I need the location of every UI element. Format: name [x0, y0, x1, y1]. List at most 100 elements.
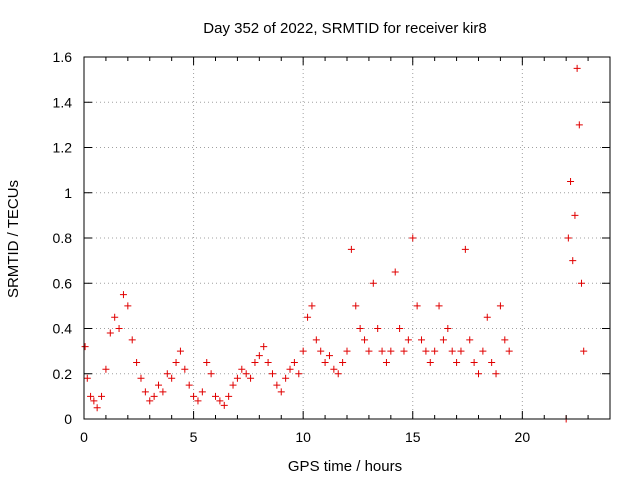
data-point: [400, 347, 408, 355]
data-point: [207, 370, 215, 378]
data-point: [312, 336, 320, 344]
data-point: [418, 336, 426, 344]
data-point: [356, 325, 364, 332]
data-point: [295, 370, 303, 378]
x-tick-label: 10: [295, 429, 311, 445]
data-point: [286, 365, 294, 373]
data-point: [431, 347, 439, 355]
data-point: [578, 279, 586, 287]
data-point: [181, 365, 189, 373]
data-point: [330, 365, 338, 373]
data-point: [457, 347, 465, 355]
data-point: [571, 211, 579, 219]
data-point: [238, 365, 246, 373]
data-point: [155, 381, 163, 389]
data-point: [382, 358, 390, 366]
data-point: [194, 397, 202, 405]
data-point: [290, 358, 298, 366]
y-tick-label: 0.6: [53, 275, 73, 291]
axis-ticks: 0 0.2 0.4 0.6 0.8 1 1.2 1.4 1.6 0 5 10 15 20: [53, 49, 610, 445]
data-point: [251, 358, 259, 366]
data-point: [404, 336, 412, 344]
data-point: [124, 302, 132, 310]
data-point: [448, 347, 456, 355]
data-point: [422, 347, 430, 355]
y-axis-label: SRMTID / TECUs: [5, 180, 22, 298]
data-point: [334, 370, 342, 378]
data-point: [255, 352, 263, 360]
data-point: [119, 291, 127, 299]
data-point: [343, 347, 351, 355]
data-point: [339, 358, 347, 366]
data-point: [317, 347, 325, 355]
data-point: [321, 358, 329, 366]
data-point: [150, 392, 158, 400]
data-point: [247, 374, 255, 382]
x-tick-label: 15: [405, 429, 421, 445]
data-point: [488, 358, 496, 366]
data-point: [580, 347, 588, 355]
y-tick-label: 0.2: [53, 366, 73, 382]
data-point: [575, 121, 583, 129]
data-point: [233, 374, 241, 382]
data-point: [81, 343, 89, 351]
data-point: [168, 374, 176, 382]
data-point: [564, 234, 572, 242]
data-point: [374, 325, 382, 332]
data-point: [176, 347, 184, 355]
data-point: [396, 325, 404, 332]
data-point: [492, 370, 500, 378]
data-point: [496, 302, 504, 310]
data-point: [216, 397, 224, 405]
data-point: [479, 347, 487, 355]
data-point: [569, 257, 577, 265]
data-point: [242, 370, 250, 378]
data-point: [365, 347, 373, 355]
data-point: [260, 343, 268, 351]
data-point: [470, 358, 478, 366]
data-point: [163, 370, 171, 378]
data-point: [483, 313, 491, 321]
x-tick-label: 5: [190, 429, 198, 445]
data-point: [439, 336, 447, 344]
data-point: [137, 374, 145, 382]
data-point: [198, 388, 206, 396]
data-point: [98, 392, 106, 400]
data-point: [352, 302, 360, 310]
y-tick-label: 1.2: [53, 140, 73, 156]
data-point: [273, 381, 281, 389]
data-point: [299, 347, 307, 355]
data-point: [567, 177, 575, 185]
data-point: [225, 392, 233, 400]
data-point: [461, 245, 469, 253]
data-point: [229, 381, 237, 389]
y-tick-label: 0: [64, 411, 72, 427]
data-points: [81, 64, 588, 423]
y-tick-label: 0.4: [53, 321, 73, 337]
data-point: [426, 358, 434, 366]
data-point: [268, 370, 276, 378]
data-point: [102, 365, 110, 373]
data-point: [325, 352, 333, 360]
data-point: [369, 279, 377, 287]
data-point: [83, 374, 91, 382]
data-point: [361, 336, 369, 344]
data-point: [435, 302, 443, 310]
data-point: [106, 329, 114, 337]
data-point: [277, 388, 285, 396]
data-point: [185, 381, 193, 389]
data-point: [444, 325, 452, 332]
plot-frame: [83, 56, 611, 420]
data-point: [282, 374, 290, 382]
data-point: [90, 397, 98, 405]
y-tick-label: 0.8: [53, 230, 73, 246]
data-point: [475, 370, 482, 378]
x-axis-label: GPS time / hours: [288, 458, 402, 475]
y-tick-label: 1.6: [53, 49, 73, 65]
grid: [84, 57, 610, 419]
data-point: [466, 336, 474, 344]
data-point: [190, 392, 198, 400]
data-point: [93, 404, 101, 412]
data-point: [573, 64, 581, 72]
data-point: [413, 302, 421, 310]
